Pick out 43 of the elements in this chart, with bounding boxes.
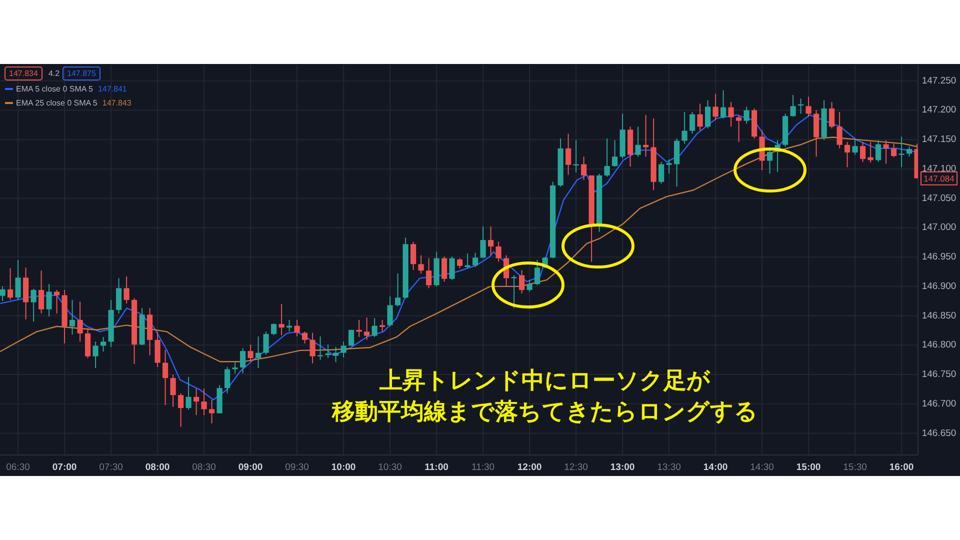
x-tick-label: 12:00 bbox=[517, 462, 542, 473]
x-tick-label: 10:00 bbox=[331, 462, 356, 473]
y-tick-label: 147.100 bbox=[922, 163, 956, 174]
x-tick-label: 09:00 bbox=[238, 462, 263, 473]
annotation: 移動平均線まで落ちてきたらロングする bbox=[331, 398, 758, 424]
y-tick-label: 146.750 bbox=[922, 369, 956, 380]
x-tick-label: 11:30 bbox=[472, 462, 495, 473]
x-tick-label: 13:00 bbox=[610, 462, 635, 473]
x-tick-label: 14:00 bbox=[703, 462, 728, 473]
x-tick-label: 06:30 bbox=[6, 462, 30, 473]
x-tick-label: 10:30 bbox=[378, 462, 402, 473]
x-tick-label: 11:00 bbox=[424, 462, 448, 473]
x-tick-label: 16:00 bbox=[889, 462, 914, 473]
legend-label: EMA 25 close 0 SMA 5 bbox=[16, 98, 98, 108]
y-tick-label: 146.900 bbox=[922, 280, 956, 292]
annotation: 147.084 bbox=[924, 173, 955, 184]
x-tick-label: 07:00 bbox=[52, 462, 77, 473]
y-tick-label: 146.950 bbox=[922, 252, 956, 263]
annotation: 上昇トレンド中にローソク足が bbox=[378, 367, 710, 393]
y-tick-label: 147.200 bbox=[922, 104, 956, 116]
y-tick-label: 147.050 bbox=[922, 192, 956, 204]
x-tick-label: 13:30 bbox=[657, 462, 681, 473]
annotation: 147.875 bbox=[67, 69, 97, 78]
x-tick-label: 08:00 bbox=[145, 462, 170, 473]
x-tick-label: 12:30 bbox=[564, 462, 588, 473]
y-tick-label: 147.150 bbox=[922, 134, 956, 146]
legend-label: EMA 5 close 0 SMA 5 bbox=[16, 84, 94, 94]
y-tick-label: 147.250 bbox=[922, 75, 956, 86]
x-tick-label: 15:00 bbox=[796, 462, 821, 473]
x-tick-label: 07:30 bbox=[99, 462, 123, 473]
annotation: 4.2 bbox=[48, 69, 60, 78]
y-tick-label: 146.700 bbox=[922, 398, 956, 410]
x-tick-label: 15:30 bbox=[843, 462, 867, 473]
annotation: 147.843 bbox=[102, 98, 132, 108]
y-tick-label: 146.800 bbox=[922, 340, 956, 351]
y-tick-label: 147.000 bbox=[922, 222, 956, 234]
x-tick-label: 08:30 bbox=[192, 462, 216, 473]
y-tick-label: 146.650 bbox=[922, 428, 956, 439]
x-tick-label: 14:30 bbox=[750, 462, 774, 473]
annotation: 147.841 bbox=[98, 84, 128, 94]
annotation: 147.834 bbox=[9, 69, 39, 78]
x-tick-label: 09:30 bbox=[285, 462, 309, 473]
y-tick-label: 146.850 bbox=[922, 310, 956, 322]
